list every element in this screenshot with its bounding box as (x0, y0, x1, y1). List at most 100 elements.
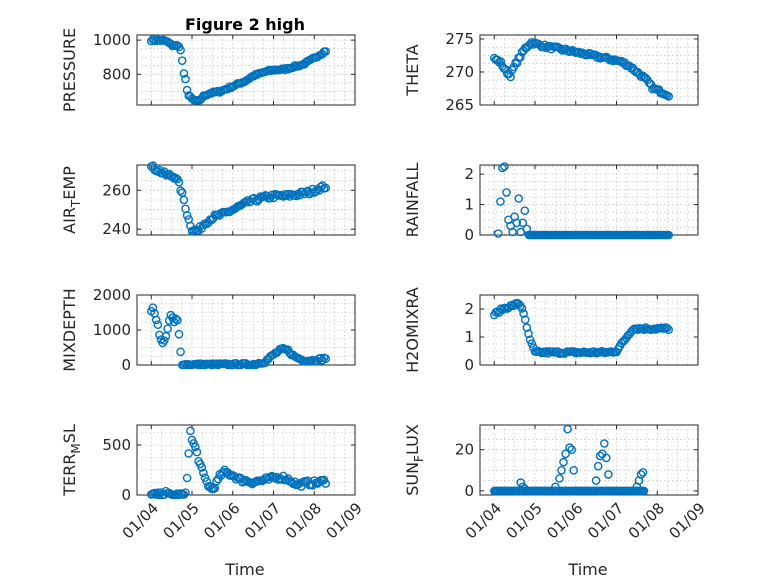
data-point (520, 206, 530, 215)
data-point (527, 339, 537, 348)
data-point (559, 457, 568, 467)
data-point (602, 453, 611, 463)
x-tick-label: 01/05 (160, 499, 203, 542)
x-tick-label: 01/06 (200, 499, 243, 542)
y-tick-label: 800 (102, 65, 131, 83)
y-tick-label: 0 (121, 356, 131, 374)
y-tick-label: 275 (445, 30, 474, 48)
data-point (176, 347, 185, 357)
data-point (662, 323, 672, 333)
y-tick-label: 1000 (93, 31, 131, 49)
data-point (517, 304, 527, 313)
data-point (176, 186, 185, 195)
y-axis-label: AIRTEMP (60, 166, 83, 234)
y-axis-label: MIXDEPTH (60, 288, 79, 371)
data-series (146, 35, 331, 105)
x-tick-label: 01/05 (503, 499, 546, 542)
y-tick-label: 2 (464, 165, 474, 183)
data-point (519, 309, 528, 318)
data-point (159, 336, 169, 345)
data-point (555, 474, 564, 483)
data-point (502, 188, 511, 197)
y-tick-label: 500 (102, 436, 131, 454)
data-series (489, 424, 649, 496)
data-point (199, 468, 208, 478)
data-point (512, 218, 522, 228)
y-axis-label: RAINFALL (403, 163, 422, 238)
y-axis-label: H2OMIXRA (403, 287, 422, 373)
data-point (161, 331, 171, 341)
x-tick-label: 01/07 (584, 499, 627, 542)
data-point (496, 57, 506, 66)
data-point (321, 47, 331, 56)
data-point (518, 482, 528, 492)
data-series (489, 298, 674, 359)
y-tick-label: 20 (455, 441, 474, 459)
data-point (551, 482, 560, 492)
data-point (496, 197, 505, 206)
data-point (664, 230, 674, 240)
data-point (197, 463, 207, 472)
data-point (498, 163, 507, 173)
data-point (174, 177, 184, 187)
data-point (176, 45, 185, 55)
y-tick-label: 1 (464, 328, 474, 346)
data-point (639, 486, 649, 496)
y-tick-label: 1 (464, 196, 474, 214)
y-tick-label: 0 (121, 486, 131, 504)
data-point (148, 303, 158, 313)
data-point (179, 195, 189, 205)
subplot-mixdepth: 0 1000 2000 MIXDEPTH (60, 286, 356, 374)
subplot-air-temp: 240 260 AIRTEMP (60, 161, 356, 238)
x-tick-label: 01/07 (241, 499, 284, 542)
data-point (179, 69, 189, 78)
data-point (174, 329, 184, 339)
y-tick-label: 2 (464, 300, 474, 318)
y-tick-label: 2000 (93, 286, 131, 304)
axes-frame (136, 34, 356, 106)
data-series (146, 161, 331, 236)
x-axis-label-right: Time (567, 560, 607, 579)
x-tick-label: 01/06 (543, 499, 586, 542)
data-point (639, 325, 649, 335)
data-point (493, 229, 503, 238)
x-tick-label: 01/08 (282, 499, 325, 542)
y-axis-label: PRESSURE (60, 28, 79, 112)
data-point (316, 353, 326, 363)
data-point (516, 52, 525, 62)
data-series (489, 38, 674, 101)
data-point (218, 467, 228, 477)
data-point (500, 162, 509, 171)
data-point (212, 476, 221, 486)
data-point (177, 56, 187, 66)
data-point (182, 85, 192, 95)
data-series (493, 162, 674, 240)
data-point (593, 461, 603, 471)
data-point (591, 476, 601, 485)
x-tick-label: 01/09 (323, 499, 366, 542)
x-axis-label-left: Time (224, 560, 264, 579)
y-axis-label: SUNFLUX (403, 424, 426, 496)
data-point (192, 447, 202, 457)
y-tick-label: 0 (464, 226, 474, 244)
y-tick-label: 270 (445, 63, 474, 81)
data-point (189, 226, 198, 235)
data-point (181, 488, 190, 498)
data-point (567, 445, 577, 455)
subplot-theta: 265 270 275 THETA (403, 30, 699, 114)
data-point (638, 468, 648, 477)
data-point (636, 470, 646, 479)
data-point (186, 426, 195, 436)
data-point (182, 211, 192, 220)
data-point (172, 315, 182, 325)
data-point (171, 314, 180, 324)
y-tick-label: 265 (445, 96, 474, 114)
data-point (163, 324, 172, 334)
data-point (321, 479, 331, 488)
x-tick-label: 01/09 (666, 499, 709, 542)
data-point (565, 443, 574, 452)
